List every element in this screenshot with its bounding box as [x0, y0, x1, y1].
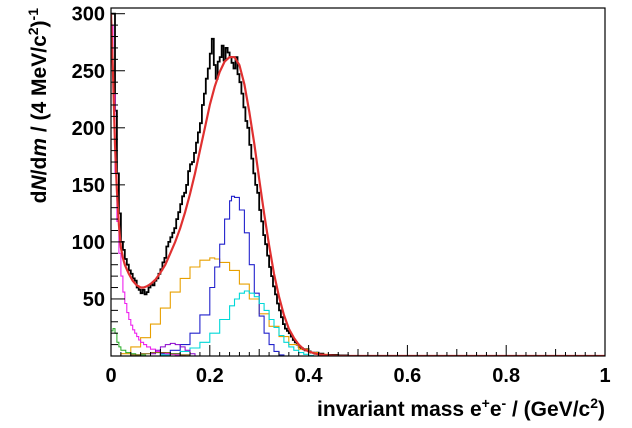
y-tick-label: 200	[72, 118, 105, 140]
y-tick-label: 50	[83, 289, 105, 311]
x-tick-label: 0.2	[196, 365, 224, 387]
series-layer	[111, 12, 605, 356]
series-5-line	[111, 342, 605, 356]
series-3-line	[111, 290, 605, 356]
y-axis-title: dN/dm / (4 MeV/c2)-1	[25, 8, 51, 204]
series-2-line	[111, 195, 605, 356]
x-axis-title: invariant mass e+e- / (GeV/c2)	[317, 395, 605, 421]
series-1-line	[111, 257, 605, 356]
x-axis: 0 0.2 0.4 0.6 0.8 1	[105, 345, 611, 387]
y-axis: 50 100 150 200 250 300	[72, 4, 125, 357]
y-tick-label: 250	[72, 61, 105, 83]
x-tick-label: 0.6	[393, 365, 421, 387]
x-tick-label: 0.4	[295, 365, 324, 387]
x-tick-label: 0.8	[492, 365, 520, 387]
series-0-line	[111, 12, 605, 356]
series-4-line	[111, 24, 605, 356]
plot-frame	[110, 7, 606, 357]
x-tick-label: 1	[599, 365, 610, 387]
y-tick-label: 100	[72, 232, 105, 254]
y-tick-label: 300	[72, 4, 105, 26]
y-tick-label: 150	[72, 175, 105, 197]
plot-area	[111, 12, 605, 356]
x-tick-label: 0	[105, 365, 116, 387]
series-8-line	[111, 13, 605, 356]
